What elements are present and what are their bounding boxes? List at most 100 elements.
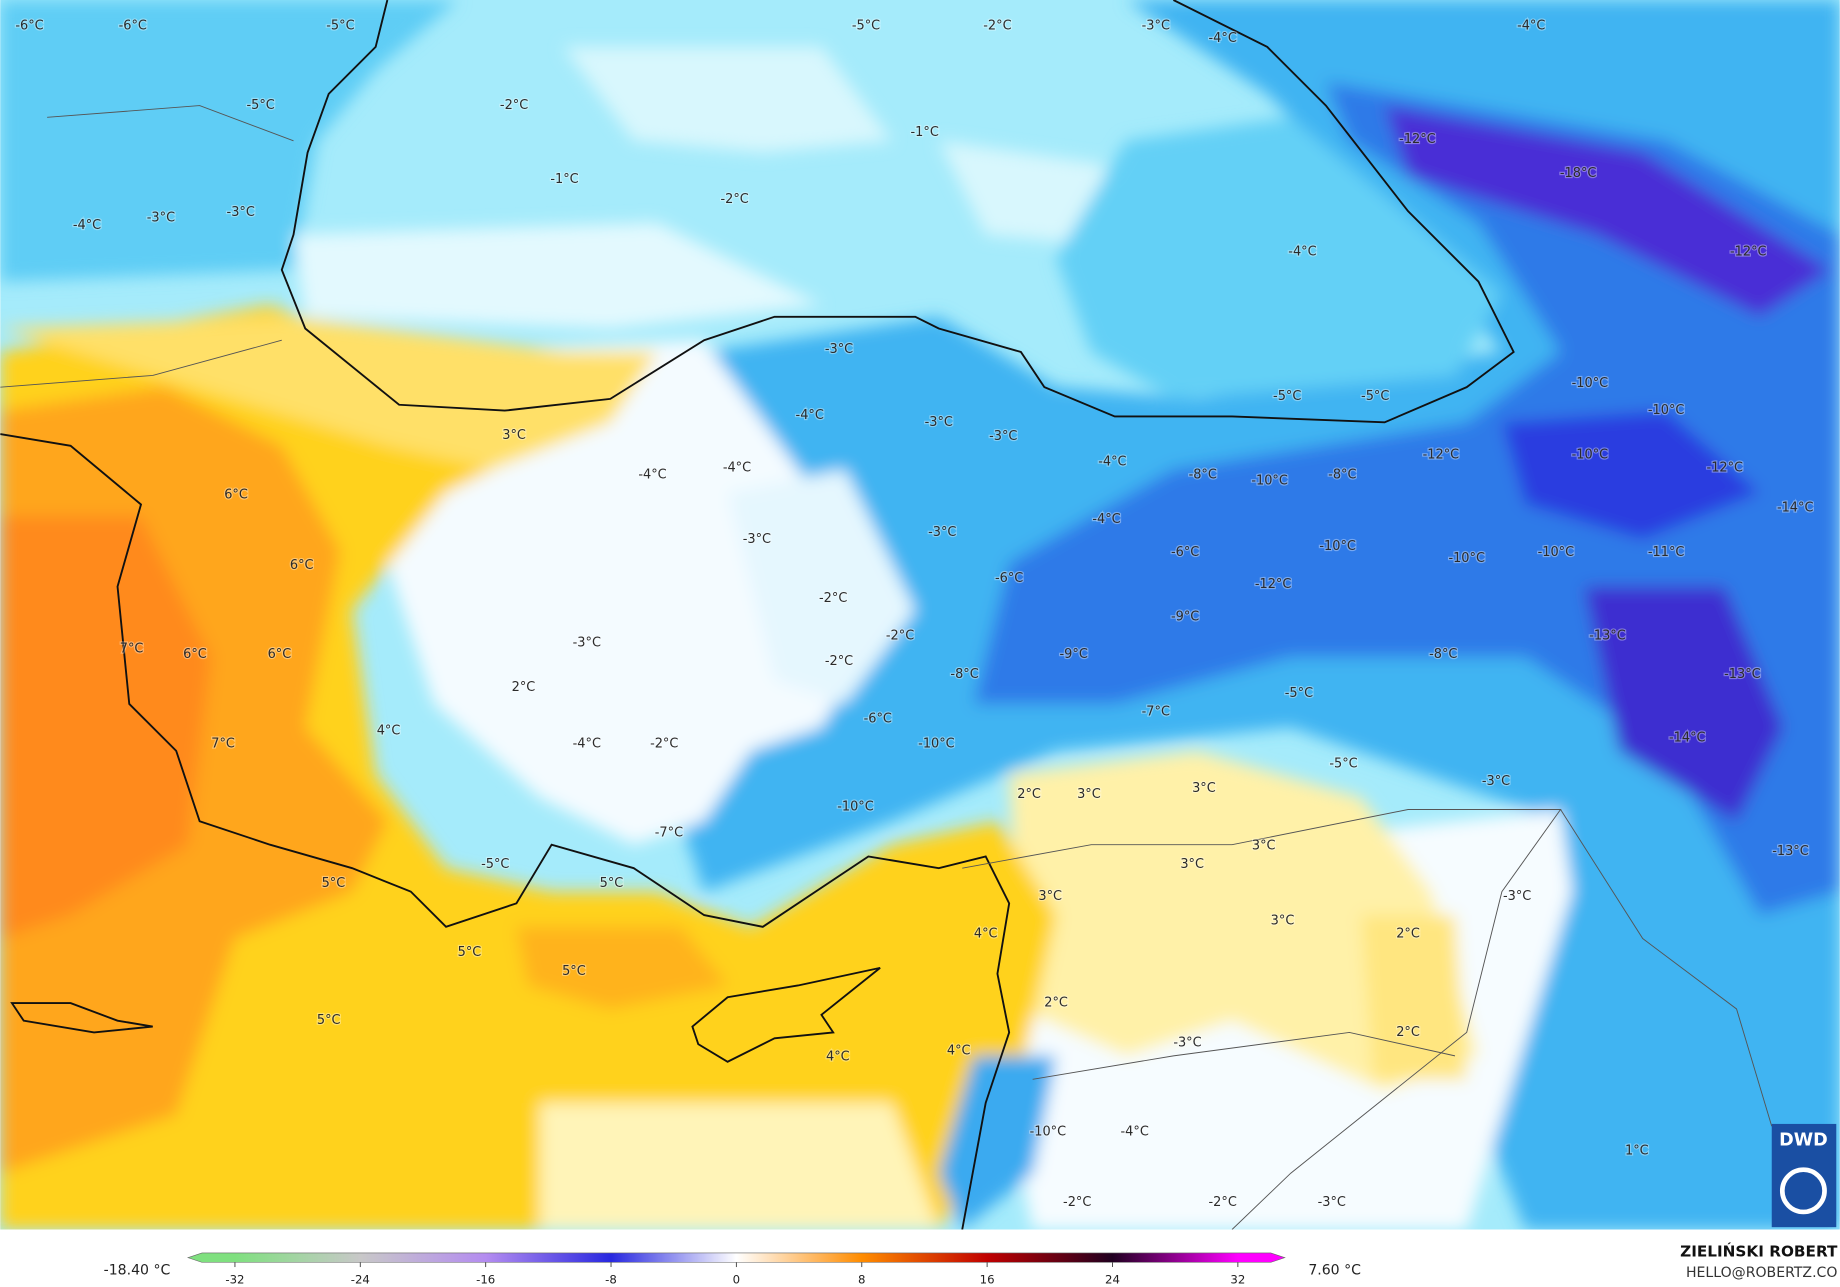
temperature-label: 5°C xyxy=(458,945,482,960)
temperature-label: 6°C xyxy=(224,488,248,503)
temperature-label: -3°C xyxy=(1142,18,1170,33)
colorbar-tick-label: -32 xyxy=(225,1272,244,1286)
temperature-label: -13°C xyxy=(1589,628,1626,643)
colorbar-tick-label: 16 xyxy=(980,1272,995,1286)
temperature-label: -2°C xyxy=(500,98,528,113)
temperature-label: -3°C xyxy=(227,205,255,220)
temperature-label: -4°C xyxy=(1121,1125,1149,1140)
temperature-label: -4°C xyxy=(573,736,601,751)
temperature-label: -12°C xyxy=(1423,448,1460,463)
temperature-label: -4°C xyxy=(1092,512,1120,527)
temperature-label: -7°C xyxy=(1142,705,1170,720)
temperature-label: -4°C xyxy=(1517,18,1545,33)
temperature-label: -6°C xyxy=(15,18,43,33)
dwd-logo-swirl xyxy=(1779,1167,1827,1215)
temperature-label: -18°C xyxy=(1560,166,1597,181)
temperature-label: -5°C xyxy=(481,857,509,872)
temperature-label: -9°C xyxy=(1060,647,1088,662)
temperature-label: -4°C xyxy=(638,468,666,483)
temperature-label: 3°C xyxy=(502,428,526,443)
temperature-label: 3°C xyxy=(1192,781,1216,796)
temperature-label: -2°C xyxy=(819,591,847,606)
temperature-label: -3°C xyxy=(743,532,771,547)
temperature-label: -2°C xyxy=(825,654,853,669)
logo-text: DWD xyxy=(1779,1130,1828,1150)
temperature-label: -7°C xyxy=(655,825,683,840)
temperature-label: -5°C xyxy=(247,98,275,113)
temperature-label: -5°C xyxy=(1285,686,1313,701)
temperature-label: -5°C xyxy=(1273,389,1301,404)
temperature-label: -3°C xyxy=(928,525,956,540)
temperature-label: -12°C xyxy=(1730,245,1767,260)
temperature-label: -4°C xyxy=(1098,455,1126,470)
max-label: 7.60 °C xyxy=(1308,1263,1361,1279)
temperature-label: -3°C xyxy=(573,635,601,650)
temperature-label: -10°C xyxy=(1448,551,1485,566)
temperature-field xyxy=(0,0,1840,1230)
temperature-label: 6°C xyxy=(183,647,207,662)
temperature-label: 3°C xyxy=(1271,913,1295,928)
temperature-label: -6°C xyxy=(995,571,1023,586)
temperature-label: 5°C xyxy=(322,876,346,891)
temperature-label: -14°C xyxy=(1777,500,1814,515)
labels: -6°C -6°C -5°C -5°C -2°C -3°C -4°C -4°C -5°C -2°C… xyxy=(14,17,1814,1211)
temperature-label: 5°C xyxy=(600,876,624,891)
temperature-label: -10°C xyxy=(1572,376,1609,391)
temperature-label: -5°C xyxy=(1329,756,1357,771)
temperature-label: -2°C xyxy=(886,628,914,643)
temperature-label: -3°C xyxy=(147,211,175,226)
temperature-label: -3°C xyxy=(1503,889,1531,904)
temperature-label: 3°C xyxy=(1252,838,1276,853)
temperature-label: 2°C xyxy=(1044,996,1068,1011)
min-label: -18.40 °C xyxy=(104,1263,171,1279)
temperature-label: -10°C xyxy=(1030,1125,1067,1140)
temperature-label: -10°C xyxy=(837,800,874,815)
temperature-label: -2°C xyxy=(983,18,1011,33)
temperature-label: -9°C xyxy=(1171,610,1199,625)
temperature-label: 6°C xyxy=(290,558,314,573)
colorbar-tick-label: 32 xyxy=(1230,1272,1245,1286)
email: HELLO@ROBERTZ.CO xyxy=(1686,1265,1837,1281)
temperature-label: -6°C xyxy=(1171,545,1199,560)
temperature-label: -8°C xyxy=(1189,468,1217,483)
temperature-label: 4°C xyxy=(974,926,998,941)
temperature-label: 3°C xyxy=(1038,889,1062,904)
temperature-label: -2°C xyxy=(650,736,678,751)
temperature-label: -3°C xyxy=(825,342,853,357)
temperature-label: -10°C xyxy=(1538,545,1575,560)
temperature-label: -3°C xyxy=(1482,774,1510,789)
author: ZIELIŃSKI ROBERT xyxy=(1680,1241,1838,1260)
temperature-label: 1°C xyxy=(1625,1143,1649,1158)
temperature-label: 7°C xyxy=(211,736,235,751)
temperature-label: 3°C xyxy=(1077,787,1101,802)
temperature-label: 4°C xyxy=(826,1050,850,1065)
colorbar-tick-label: -24 xyxy=(351,1272,370,1286)
temperature-label: -4°C xyxy=(723,461,751,476)
coastlines xyxy=(0,0,1515,1230)
temperature-label: -3°C xyxy=(1173,1035,1201,1050)
temperature-label: -4°C xyxy=(1288,245,1316,260)
temperature-label: -13°C xyxy=(1772,844,1809,859)
temperature-label: -10°C xyxy=(1251,474,1288,489)
temperature-label: 5°C xyxy=(562,964,586,979)
temperature-label: -11°C xyxy=(1648,545,1685,560)
colorbar-tick-label: -16 xyxy=(476,1272,495,1286)
temperature-label: -14°C xyxy=(1669,730,1706,745)
temperature-label: -6°C xyxy=(119,18,147,33)
temperature-label: -5°C xyxy=(326,18,354,33)
temperature-label: -8°C xyxy=(1328,468,1356,483)
temperature-label: -5°C xyxy=(1361,389,1389,404)
temperature-label: -3°C xyxy=(989,429,1017,444)
temperature-label: -4°C xyxy=(73,218,101,233)
temperature-label: 7°C xyxy=(120,641,144,656)
temperature-label: -8°C xyxy=(1429,647,1457,662)
colorbar-tick-label: 0 xyxy=(733,1272,740,1286)
temperature-label: -2°C xyxy=(720,192,748,207)
colorbar-tick-label: 8 xyxy=(858,1272,865,1286)
temperature-label: 2°C xyxy=(512,680,536,695)
temperature-label: -2°C xyxy=(1063,1195,1091,1210)
colorbar-tick-label: 24 xyxy=(1105,1272,1120,1286)
temperature-label: -2°C xyxy=(1209,1195,1237,1210)
